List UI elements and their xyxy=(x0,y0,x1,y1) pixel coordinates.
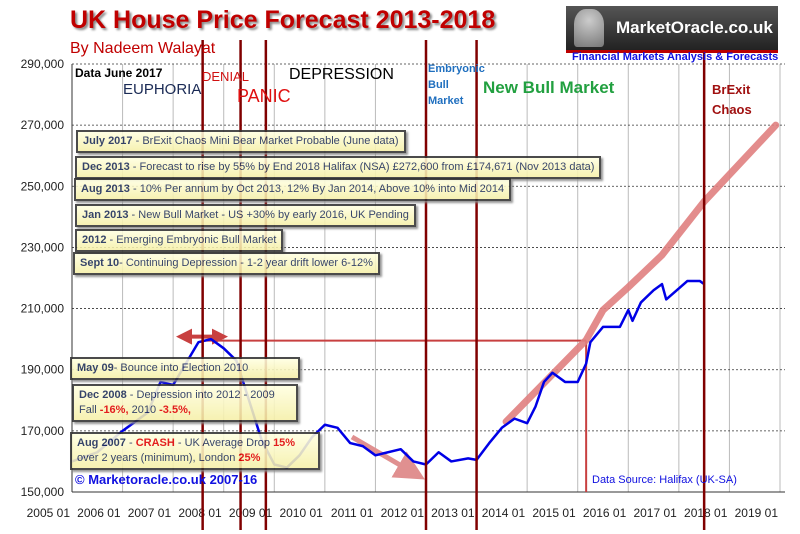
annotation-box: Jan 2013 - New Bull Market - US +30% by … xyxy=(75,204,416,227)
phase-new-bull: New Bull Market xyxy=(483,78,615,97)
phase-embryonic-line2: Bull xyxy=(428,79,449,91)
x-tick-label: 2013 01 xyxy=(431,506,475,520)
y-tick-label: 250,000 xyxy=(21,179,65,193)
x-tick-label: 2006 01 xyxy=(77,506,121,520)
phase-embryonic-line1: Embryonic xyxy=(428,63,485,75)
y-tick-label: 230,000 xyxy=(21,240,65,254)
x-tick-label: 2011 01 xyxy=(331,506,374,520)
y-tick-label: 190,000 xyxy=(21,363,65,377)
y-tick-label: 170,000 xyxy=(21,424,65,438)
phase-brexit-line2: Chaos xyxy=(712,102,752,117)
x-tick-label: 2015 01 xyxy=(532,506,576,520)
annotation-box-dec2008: Dec 2008 - Depression into 2012 - 2009 F… xyxy=(72,384,298,422)
phase-embryonic-line3: Market xyxy=(428,95,464,107)
phase-denial: DENIAL xyxy=(202,69,249,84)
x-tick-label: 2005 01 xyxy=(27,506,71,520)
logo-text: MarketOracle.co.uk xyxy=(616,18,773,37)
annotation-box: Aug 2013 - 10% Per annum by Oct 2013, 12… xyxy=(74,178,512,201)
phase-embryonic: Embryonic Bull Market xyxy=(428,61,485,109)
annotation-box-aug2007: Aug 2007 - CRASH - UK Average Drop 15% o… xyxy=(70,432,320,470)
actual-price-line xyxy=(71,279,705,469)
tagline: Financial Markets Analysis & Forecasts xyxy=(572,51,779,63)
annotation-box: Sept 10- Continuing Depression - 1-2 yea… xyxy=(73,252,380,275)
annotation-box: May 09- Bounce into Election 2010 xyxy=(70,357,300,380)
y-tick-label: 150,000 xyxy=(21,485,65,499)
phase-brexit-line1: BrExit xyxy=(712,82,751,97)
chart-title: UK House Price Forecast 2013-2018 xyxy=(70,6,496,34)
y-tick-label: 270,000 xyxy=(21,118,65,132)
copyright: © Marketoracle.co.uk 2007-16 xyxy=(75,472,258,487)
x-tick-label: 2018 01 xyxy=(684,506,728,520)
statue-icon xyxy=(574,9,604,47)
phase-euphoria: EUPHORIA xyxy=(123,81,202,98)
phase-brexit: BrExit Chaos xyxy=(712,80,752,120)
x-tick-label: 2012 01 xyxy=(381,506,425,520)
x-tick-label: 2019 01 xyxy=(735,506,779,520)
x-tick-label: 2017 01 xyxy=(633,506,677,520)
data-source: Data Source: Halifax (UK-SA) xyxy=(592,474,737,486)
marketoracle-logo: MarketOracle.co.uk xyxy=(566,6,778,53)
annotation-box: Dec 2013 - Forecast to rise by 55% by En… xyxy=(75,156,602,179)
y-tick-label: 290,000 xyxy=(21,57,65,71)
x-tick-label: 2010 01 xyxy=(279,506,323,520)
x-tick-label: 2008 01 xyxy=(178,506,222,520)
x-tick-label: 2014 01 xyxy=(482,506,526,520)
phase-panic: PANIC xyxy=(237,86,291,106)
annotation-box: 2012 - Emerging Embryonic Bull Market xyxy=(75,229,284,252)
y-tick-label: 210,000 xyxy=(21,302,65,316)
phase-depression: DEPRESSION xyxy=(289,66,394,83)
x-tick-label: 2007 01 xyxy=(128,506,172,520)
annotation-box: July 2017 - BrExit Chaos Mini Bear Marke… xyxy=(76,130,406,153)
data-date: Data June 2017 xyxy=(75,66,163,80)
chart-subtitle: By Nadeem Walayat xyxy=(70,40,216,57)
x-tick-label: 2016 01 xyxy=(583,506,627,520)
